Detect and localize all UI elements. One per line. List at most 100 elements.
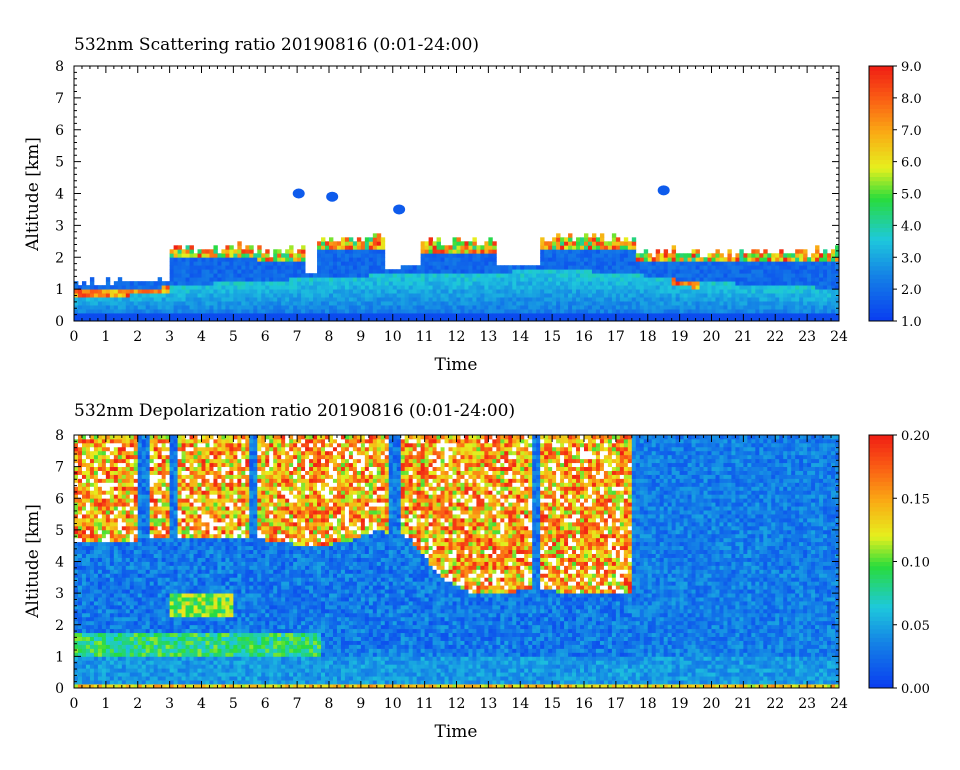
- heat-cell: [177, 309, 182, 314]
- heat-cell: [675, 269, 681, 274]
- heat-cell: [356, 297, 362, 302]
- heat-cell: [85, 593, 91, 598]
- heat-cell: [552, 285, 557, 290]
- heat-cell: [727, 305, 732, 310]
- heat-cell: [564, 245, 569, 250]
- heat-cell: [81, 490, 87, 495]
- heat-cell: [141, 612, 147, 618]
- heat-cell: [109, 553, 115, 558]
- heat-cell: [153, 648, 159, 653]
- heat-cell: [412, 285, 418, 290]
- heat-cell: [249, 281, 254, 286]
- heat-cell: [584, 237, 589, 242]
- heat-cell: [699, 317, 704, 322]
- heat-cell: [77, 581, 83, 586]
- heat-cell: [133, 494, 139, 499]
- heat-cell: [364, 257, 370, 262]
- heat-cell: [428, 313, 433, 318]
- heat-cell: [85, 652, 91, 657]
- heat-cell: [344, 277, 350, 282]
- heat-cell: [560, 249, 565, 254]
- heat-cell: [93, 680, 99, 685]
- heat-cell: [388, 313, 394, 318]
- heat-cell: [74, 644, 79, 649]
- heat-cell: [93, 514, 99, 519]
- heat-cell: [803, 281, 808, 286]
- heat-cell: [691, 257, 696, 262]
- x-tick-label: 23: [798, 329, 816, 345]
- heat-cell: [205, 301, 210, 306]
- heat-cell: [436, 237, 441, 242]
- heat-cell: [755, 297, 760, 302]
- heat-cell: [647, 265, 653, 270]
- heat-cell: [584, 293, 589, 298]
- heat-cell: [468, 241, 473, 246]
- colorbar-step: [869, 197, 893, 203]
- heat-cell: [317, 253, 322, 258]
- heat-cell: [344, 309, 350, 314]
- heat-cell: [137, 305, 143, 310]
- heat-cell: [329, 269, 334, 274]
- heat-cell: [117, 518, 123, 523]
- heat-cell: [795, 273, 800, 278]
- heat-cell: [93, 668, 99, 673]
- heat-cell: [787, 313, 792, 318]
- heat-cell: [109, 620, 115, 626]
- heat-cell: [376, 253, 382, 258]
- heat-cell: [344, 265, 350, 270]
- heat-cell: [213, 305, 218, 310]
- heat-cell: [420, 301, 426, 306]
- heat-cell: [735, 293, 740, 298]
- heat-cell: [121, 672, 127, 677]
- heat-cell: [121, 297, 127, 302]
- heat-cell: [671, 257, 677, 262]
- heat-cell: [703, 257, 708, 262]
- heat-cell: [89, 620, 95, 626]
- heat-cell: [261, 297, 266, 302]
- heat-cell: [416, 317, 422, 322]
- heat-cell: [277, 253, 282, 258]
- heat-cell: [93, 289, 99, 294]
- heat-cell: [93, 624, 99, 630]
- heat-cell: [209, 281, 214, 286]
- heat-cell: [611, 313, 617, 318]
- heat-cell: [249, 297, 254, 302]
- heat-cell: [221, 309, 226, 314]
- heat-cell: [93, 620, 99, 626]
- heat-cell: [771, 313, 776, 318]
- heat-cell: [321, 237, 326, 242]
- heat-cell: [201, 297, 206, 302]
- heat-cell: [827, 265, 832, 270]
- heat-cell: [237, 281, 242, 286]
- heat-cell: [141, 458, 147, 464]
- heat-cell: [631, 241, 637, 246]
- heat-cell: [464, 281, 469, 286]
- heat-cell: [125, 438, 131, 444]
- heat-cell: [97, 446, 103, 452]
- heat-cell: [289, 309, 294, 314]
- heat-cell: [153, 660, 159, 665]
- heat-cell: [428, 269, 433, 274]
- heat-cell: [376, 313, 382, 318]
- heat-cell: [659, 297, 665, 302]
- heat-cell: [424, 289, 430, 294]
- heat-cell: [580, 269, 585, 274]
- heat-cell: [428, 261, 433, 266]
- heat-cell: [572, 273, 577, 278]
- colorbar-step: [869, 180, 893, 186]
- heat-cell: [325, 313, 330, 318]
- heat-cell: [603, 305, 609, 310]
- heat-cell: [687, 289, 692, 294]
- heat-cell: [671, 265, 677, 270]
- heat-cell: [137, 604, 143, 610]
- heat-cell: [687, 301, 692, 306]
- heat-cell: [113, 462, 119, 468]
- heat-cell: [93, 581, 99, 586]
- heat-cell: [544, 245, 549, 250]
- heat-cell: [735, 309, 740, 314]
- heat-cell: [460, 261, 465, 266]
- heat-cell: [117, 490, 123, 495]
- colorbar-step: [869, 299, 893, 305]
- heat-cell: [209, 297, 214, 302]
- heat-cell: [835, 297, 840, 302]
